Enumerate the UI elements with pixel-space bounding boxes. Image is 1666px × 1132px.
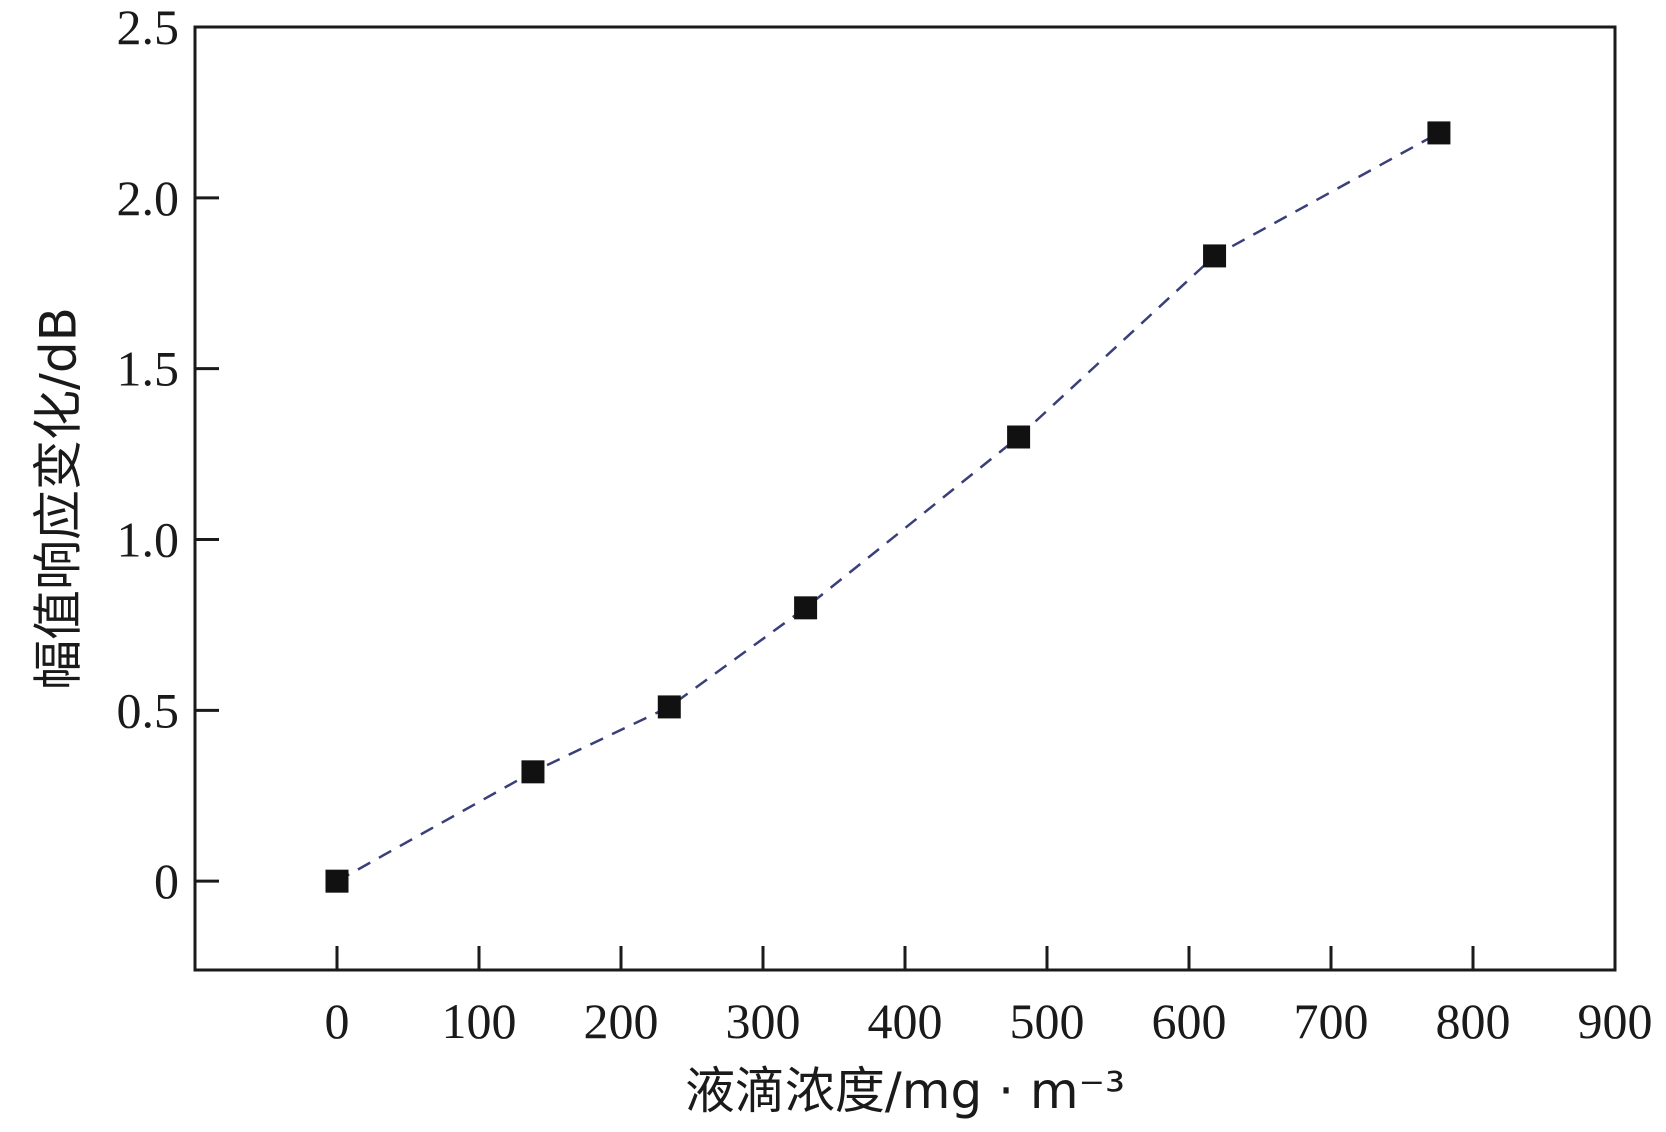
x-tick-label-6: 600 [1152,993,1227,1049]
x-tick-label-9: 900 [1578,993,1653,1049]
y-tick-label-0: 0 [154,853,179,909]
data-point-6 [1427,121,1451,145]
data-point-3 [794,596,818,620]
y-tick-label-4: 2.0 [117,170,180,226]
data-point-0 [325,869,349,893]
x-axis-ticks: 0 100 200 300 400 500 600 700 800 900 [325,946,1653,1049]
x-tick-label-3: 300 [726,993,801,1049]
data-point-2 [657,695,681,719]
x-tick-label-5: 500 [1010,993,1085,1049]
y-tick-label-2: 1.0 [117,512,180,568]
x-tick-label-4: 400 [868,993,943,1049]
data-point-5 [1203,244,1227,268]
y-tick-label-3: 1.5 [117,341,180,397]
x-tick-label-8: 800 [1436,993,1511,1049]
y-tick-label-5: 2.5 [117,0,180,55]
y-axis-ticks: 0 0.5 1.0 1.5 2.0 2.5 [117,0,219,909]
x-tick-label-2: 200 [584,993,659,1049]
plot-frame [193,25,1617,972]
series-line [336,131,1440,883]
y-axis-title: 幅值响应变化/dB [30,307,88,690]
y-tick-label-1: 0.5 [117,682,180,738]
x-tick-label-1: 100 [442,993,517,1049]
marker-layer [325,121,1451,893]
x-tick-label-0: 0 [325,993,350,1049]
data-point-4 [1007,425,1031,449]
data-point-1 [521,760,545,784]
x-axis-title: 液滴浓度/mg · m⁻³ [685,1062,1125,1120]
fit-line-layer [336,131,1440,883]
x-tick-label-7: 700 [1294,993,1369,1049]
